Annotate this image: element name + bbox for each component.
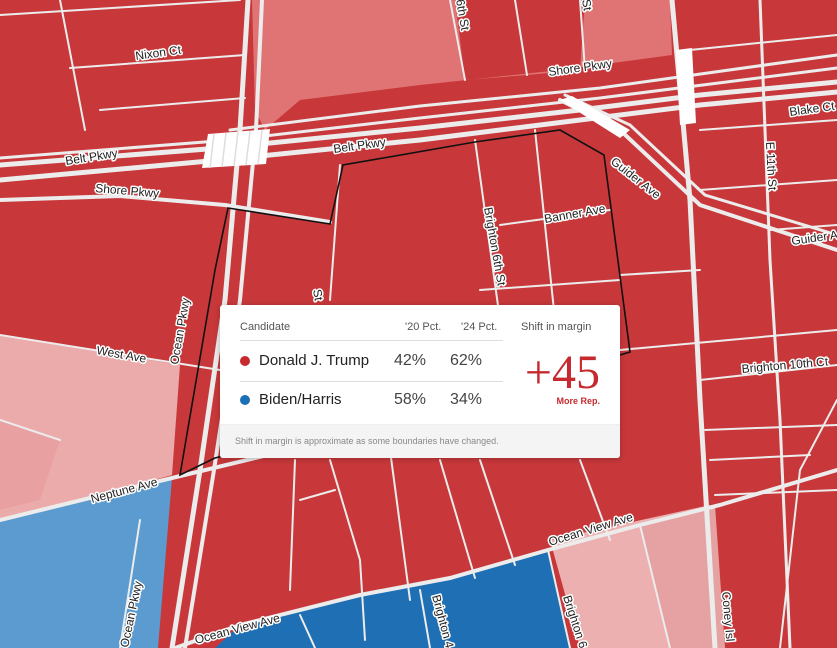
header-pct-2020: '20 Pct. xyxy=(405,321,442,333)
shift-direction-label: More Rep. xyxy=(556,396,600,406)
highway-overpass-left xyxy=(202,129,270,169)
pct-2020: 42% xyxy=(393,352,426,369)
precinct-light-rep-left2[interactable] xyxy=(0,420,60,510)
header-pct-2024: '24 Pct. xyxy=(461,321,498,333)
header-shift: Shift in margin xyxy=(521,321,592,333)
tooltip-footnote: Shift in margin is approximate as some b… xyxy=(220,424,620,458)
candidate-row-trump: Donald J. Trump 42% 62% xyxy=(240,340,503,382)
rep-dot-icon xyxy=(240,356,250,366)
street-label-st-mid: St xyxy=(310,288,326,302)
pct-2024: 34% xyxy=(449,391,482,408)
street-label-e-11th-st: E 11th St xyxy=(763,141,780,191)
candidate-row-biden-harris: Biden/Harris 58% 34% xyxy=(240,380,503,420)
candidate-name: Biden/Harris xyxy=(259,391,342,408)
precinct-tooltip: Candidate '20 Pct. '24 Pct. Shift in mar… xyxy=(220,305,620,458)
street-label-shore-pkwy-left: Shore Pkwy xyxy=(95,181,160,201)
shift-value: +45 xyxy=(524,346,600,399)
tooltip-main: Candidate '20 Pct. '24 Pct. Shift in mar… xyxy=(220,305,620,424)
pct-2024: 62% xyxy=(449,352,482,369)
pct-2020: 58% xyxy=(393,391,426,408)
dem-dot-icon xyxy=(240,395,250,405)
precinct-lean-dem-left[interactable] xyxy=(0,478,172,648)
candidate-name: Donald J. Trump xyxy=(259,352,370,369)
street-label-coney-isl: Coney Isl xyxy=(719,591,737,642)
highway-overpass-right xyxy=(560,48,696,138)
header-candidate: Candidate xyxy=(240,321,291,333)
precinct-light-rep-bottom2[interactable] xyxy=(640,505,725,648)
selected-precinct-outline[interactable] xyxy=(178,129,631,477)
